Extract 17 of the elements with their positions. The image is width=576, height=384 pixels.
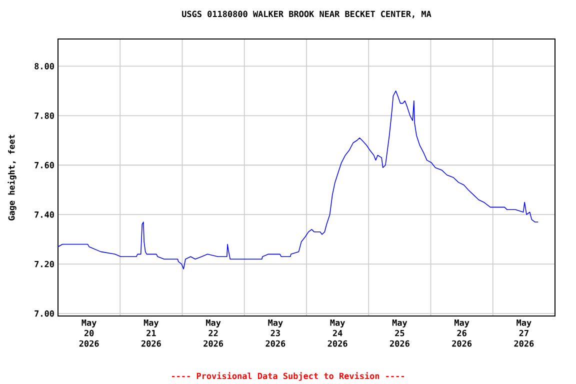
x-tick-label: May 22 2026	[204, 320, 224, 347]
y-tick-label: 7.20	[34, 260, 54, 268]
x-tick-label: May 21 2026	[141, 320, 161, 347]
chart-title: USGS 01180800 WALKER BROOK NEAR BECKET CENTER, MA	[182, 10, 432, 18]
x-tick-label: May 23 2026	[266, 320, 286, 347]
y-tick-label: 7.40	[34, 211, 54, 218]
y-axis-title: Gage height, feet	[8, 134, 16, 220]
x-tick-label: May 26 2026	[452, 320, 472, 347]
text: ---- Provisional Data Subject to Revision ----	[172, 372, 404, 381]
y-tick-label: 7.80	[34, 112, 54, 119]
x-tick-label: May 24 2026	[328, 320, 348, 347]
x-tick-label: May 25 2026	[390, 320, 410, 347]
x-tick-label: May 27 2026	[514, 320, 534, 347]
y-tick-label: 7.60	[34, 162, 54, 168]
y-tick-label: 7.00	[34, 310, 54, 317]
y-tick-label: 8.00	[34, 63, 54, 70]
x-tick-label: May 20 2026	[79, 320, 99, 347]
